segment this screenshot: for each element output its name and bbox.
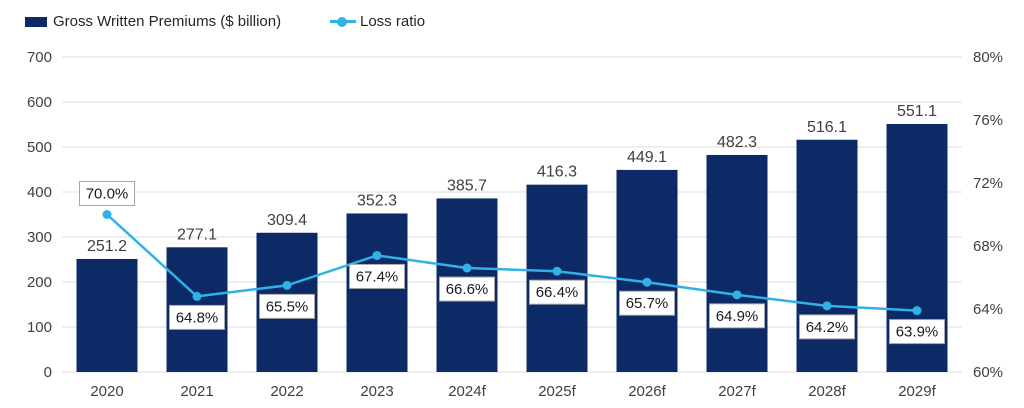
loss-ratio-label: 64.8%: [176, 309, 219, 326]
loss-ratio-label: 64.2%: [806, 319, 849, 336]
bar-value-label: 416.3: [537, 164, 577, 181]
bar-value-label: 516.1: [807, 119, 847, 136]
loss-ratio-marker: [552, 266, 562, 276]
right-axis-tick-labels: 60% 64% 68% 72% 76% 80%: [973, 49, 1003, 381]
left-axis-tick: 0: [44, 364, 52, 381]
bar-2027f: [706, 154, 768, 372]
loss-ratio-label-box: [349, 263, 405, 289]
loss-ratio-label: 66.4%: [536, 284, 579, 301]
right-axis-tick: 76%: [973, 112, 1003, 129]
right-axis-tick: 80%: [973, 49, 1003, 66]
bar-2025f: [526, 184, 588, 372]
loss-ratio-marker: [102, 210, 112, 219]
x-axis-labels: 2020 2021 2022 2023 2024f 2025f 2026f 2027f 2028…: [90, 383, 936, 400]
x-axis-label-2022: 2022: [270, 383, 303, 400]
x-axis-label-2021: 2021: [180, 383, 213, 400]
legend-item-loss-ratio: Loss ratio: [330, 13, 425, 30]
loss-ratio-label: 65.7%: [626, 295, 669, 312]
bar-2023: [346, 213, 408, 372]
loss-ratio-label: 67.4%: [356, 268, 399, 285]
left-axis-tick: 700: [27, 49, 52, 66]
loss-ratio-label-box: [619, 290, 675, 316]
loss-ratio-label-box: [259, 293, 315, 319]
bar-value-label: 251.2: [87, 238, 127, 255]
loss-ratio-labels: 70.0% 64.8% 65.5% 67.4% 66.6% 66.4% 65.7% 64.9%…: [79, 181, 945, 345]
loss-ratio-markers: [102, 210, 922, 316]
right-axis-tick: 60%: [973, 364, 1003, 381]
left-axis-tick: 500: [27, 139, 52, 156]
x-axis-label-2025f: 2025f: [538, 383, 576, 400]
x-axis-label-2020: 2020: [90, 383, 123, 400]
loss-ratio-label: 70.0%: [86, 186, 129, 203]
legend-item-gwp: Gross Written Premiums ($ billion): [25, 13, 281, 30]
right-axis-tick: 68%: [973, 238, 1003, 255]
loss-ratio-label-box: [889, 319, 945, 345]
bar-value-label: 449.1: [627, 149, 667, 166]
left-axis-tick: 600: [27, 94, 52, 111]
x-axis-label-2026f: 2026f: [628, 383, 666, 400]
loss-ratio-label: 66.6%: [446, 281, 489, 298]
bar-2020: [76, 258, 138, 372]
loss-ratio-legend-marker-icon: [330, 16, 356, 27]
bar-value-label: 551.1: [897, 103, 937, 120]
loss-ratio-marker: [282, 280, 292, 290]
loss-ratio-label-box: [799, 314, 855, 340]
loss-ratio-label: 65.5%: [266, 298, 309, 315]
bar-value-labels: 251.2 277.1 309.4 352.3 385.7 416.3 449.1 482.3…: [87, 103, 937, 255]
bar-value-label: 482.3: [717, 134, 757, 151]
x-axis-label-2027f: 2027f: [718, 383, 756, 400]
loss-ratio-label-box: [439, 276, 495, 302]
bar-value-label: 309.4: [267, 212, 307, 229]
legend-label-loss-ratio: Loss ratio: [360, 13, 426, 30]
loss-ratio-line: [105, 213, 919, 312]
loss-ratio-label-box: [169, 304, 225, 330]
x-axis-label-2024f: 2024f: [448, 383, 486, 400]
x-axis-label-2023: 2023: [360, 383, 393, 400]
loss-ratio-marker: [732, 290, 742, 300]
loss-ratio-marker: [462, 263, 472, 273]
loss-ratio-marker: [192, 291, 202, 301]
left-axis-tick: 300: [27, 229, 52, 246]
right-axis-tick: 64%: [973, 301, 1003, 318]
loss-ratio-label: 63.9%: [896, 324, 939, 341]
loss-ratio-label-box: [79, 181, 135, 206]
loss-ratio-marker: [912, 306, 922, 316]
left-axis-tick: 200: [27, 274, 52, 291]
bar-2026f: [616, 169, 678, 372]
bar-value-label: 277.1: [177, 226, 217, 243]
x-axis-label-2029f: 2029f: [898, 383, 936, 400]
left-axis-tick: 100: [27, 319, 52, 336]
loss-ratio-label-box: [709, 303, 765, 329]
gwp-legend-swatch-icon: [25, 16, 47, 27]
loss-ratio-label-box: [529, 279, 585, 305]
bars-group: [76, 124, 948, 372]
loss-ratio-marker: [372, 250, 382, 260]
bar-value-label: 352.3: [357, 192, 397, 209]
left-axis-tick-labels: 0 100 200 300 400 500 600 700: [27, 49, 52, 381]
bar-value-label: 385.7: [447, 177, 487, 194]
loss-ratio-marker: [642, 277, 652, 287]
loss-ratio-marker: [822, 301, 832, 311]
legend-label-gwp: Gross Written Premiums ($ billion): [53, 13, 282, 30]
x-axis-label-2028f: 2028f: [808, 383, 846, 400]
right-axis-tick: 72%: [973, 175, 1003, 192]
left-axis-tick: 400: [27, 184, 52, 201]
loss-ratio-label: 64.9%: [716, 308, 759, 325]
